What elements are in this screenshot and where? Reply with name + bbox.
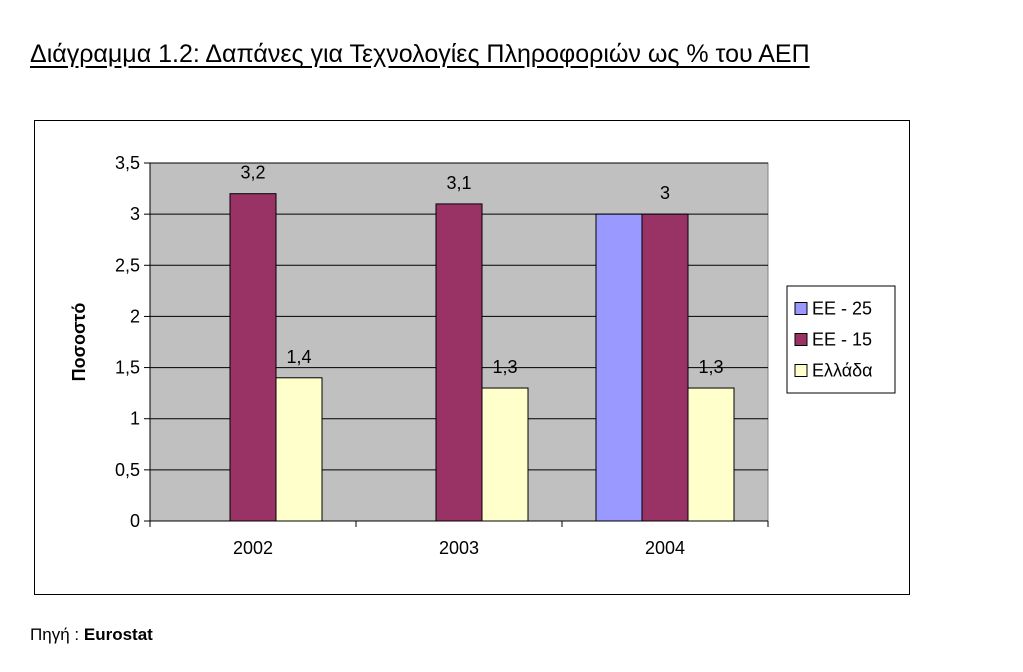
data-label: 3,2	[240, 163, 265, 183]
legend-swatch	[794, 364, 808, 377]
chart-frame: 0 0,5 1 1,5 2 2,5 3 3,5 Ποσοστό 2002 3,2 1,4 2003 3,1…	[34, 120, 910, 595]
data-label: 3	[660, 183, 670, 203]
bar	[435, 203, 483, 522]
data-label: 1,4	[286, 347, 311, 367]
bar	[275, 377, 323, 522]
y-tick-label: 3,5	[115, 153, 140, 173]
legend-swatch	[794, 333, 808, 346]
data-label: 3,1	[446, 173, 471, 193]
figure-title: Διάγραμμα 1.2: Δαπάνες για Τεχνολογίες Π…	[30, 40, 810, 68]
source-note: Πηγή : Eurostat	[30, 625, 153, 645]
source-label: Πηγή :	[30, 625, 84, 644]
x-tick-label: 2003	[439, 538, 479, 558]
y-axis-title: Ποσοστό	[69, 303, 89, 382]
bar-chart: 0 0,5 1 1,5 2 2,5 3 3,5 Ποσοστό 2002 3,2 1,4 2003 3,1…	[69, 153, 896, 558]
bar	[687, 387, 735, 522]
y-tick-label: 0	[130, 511, 140, 531]
y-tick-label: 1	[130, 409, 140, 429]
legend-label: ΕΕ - 25	[812, 299, 872, 319]
y-tick-label: 3	[130, 204, 140, 224]
x-tick-label: 2004	[645, 538, 685, 558]
bar	[595, 213, 643, 522]
y-tick-label: 2	[130, 306, 140, 326]
x-tick-label: 2002	[233, 538, 273, 558]
y-tick-label: 0,5	[115, 460, 140, 480]
data-label: 1,3	[492, 357, 517, 377]
bar	[481, 387, 529, 522]
bar	[229, 193, 277, 522]
y-tick-label: 1,5	[115, 358, 140, 378]
legend-label: Ελλάδα	[812, 361, 873, 381]
data-label: 1,3	[698, 357, 723, 377]
legend-swatch	[794, 302, 808, 315]
source-value: Eurostat	[83, 625, 153, 644]
legend-label: ΕΕ - 15	[812, 330, 872, 350]
bar	[641, 213, 689, 522]
y-tick-label: 2,5	[115, 255, 140, 275]
